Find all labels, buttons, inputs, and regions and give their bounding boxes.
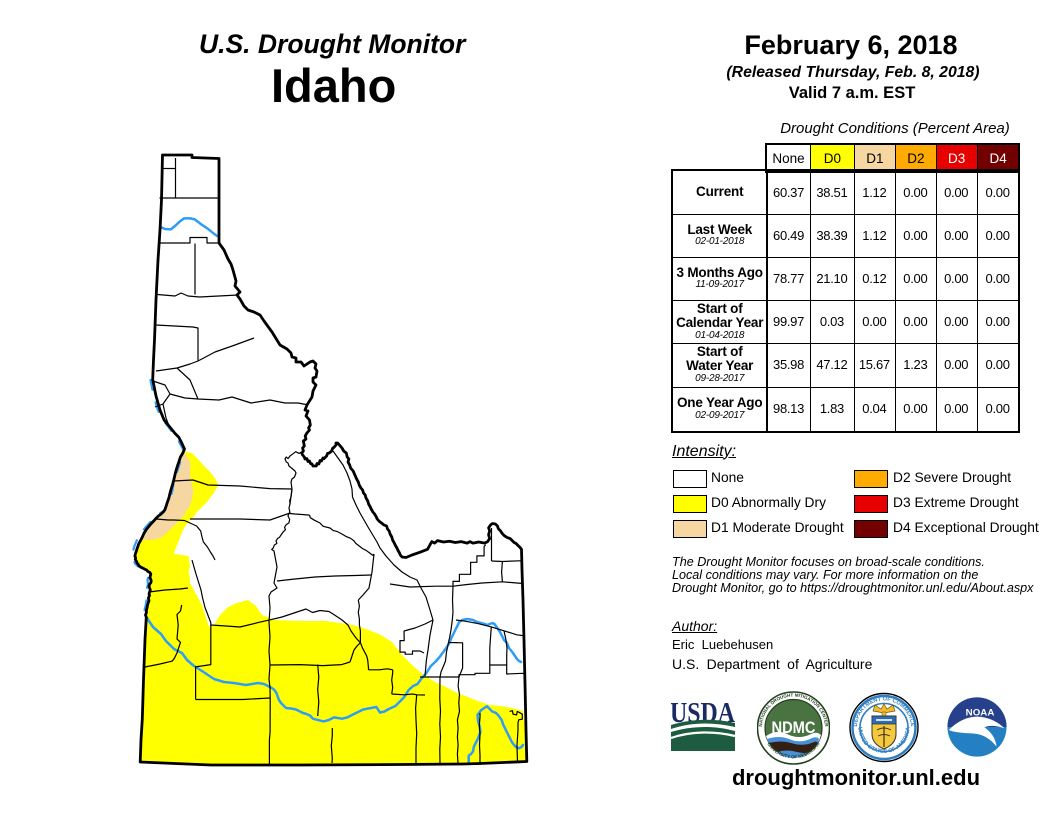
svg-text:NOAA: NOAA [966, 707, 995, 717]
svg-text:NDMC: NDMC [772, 719, 816, 737]
